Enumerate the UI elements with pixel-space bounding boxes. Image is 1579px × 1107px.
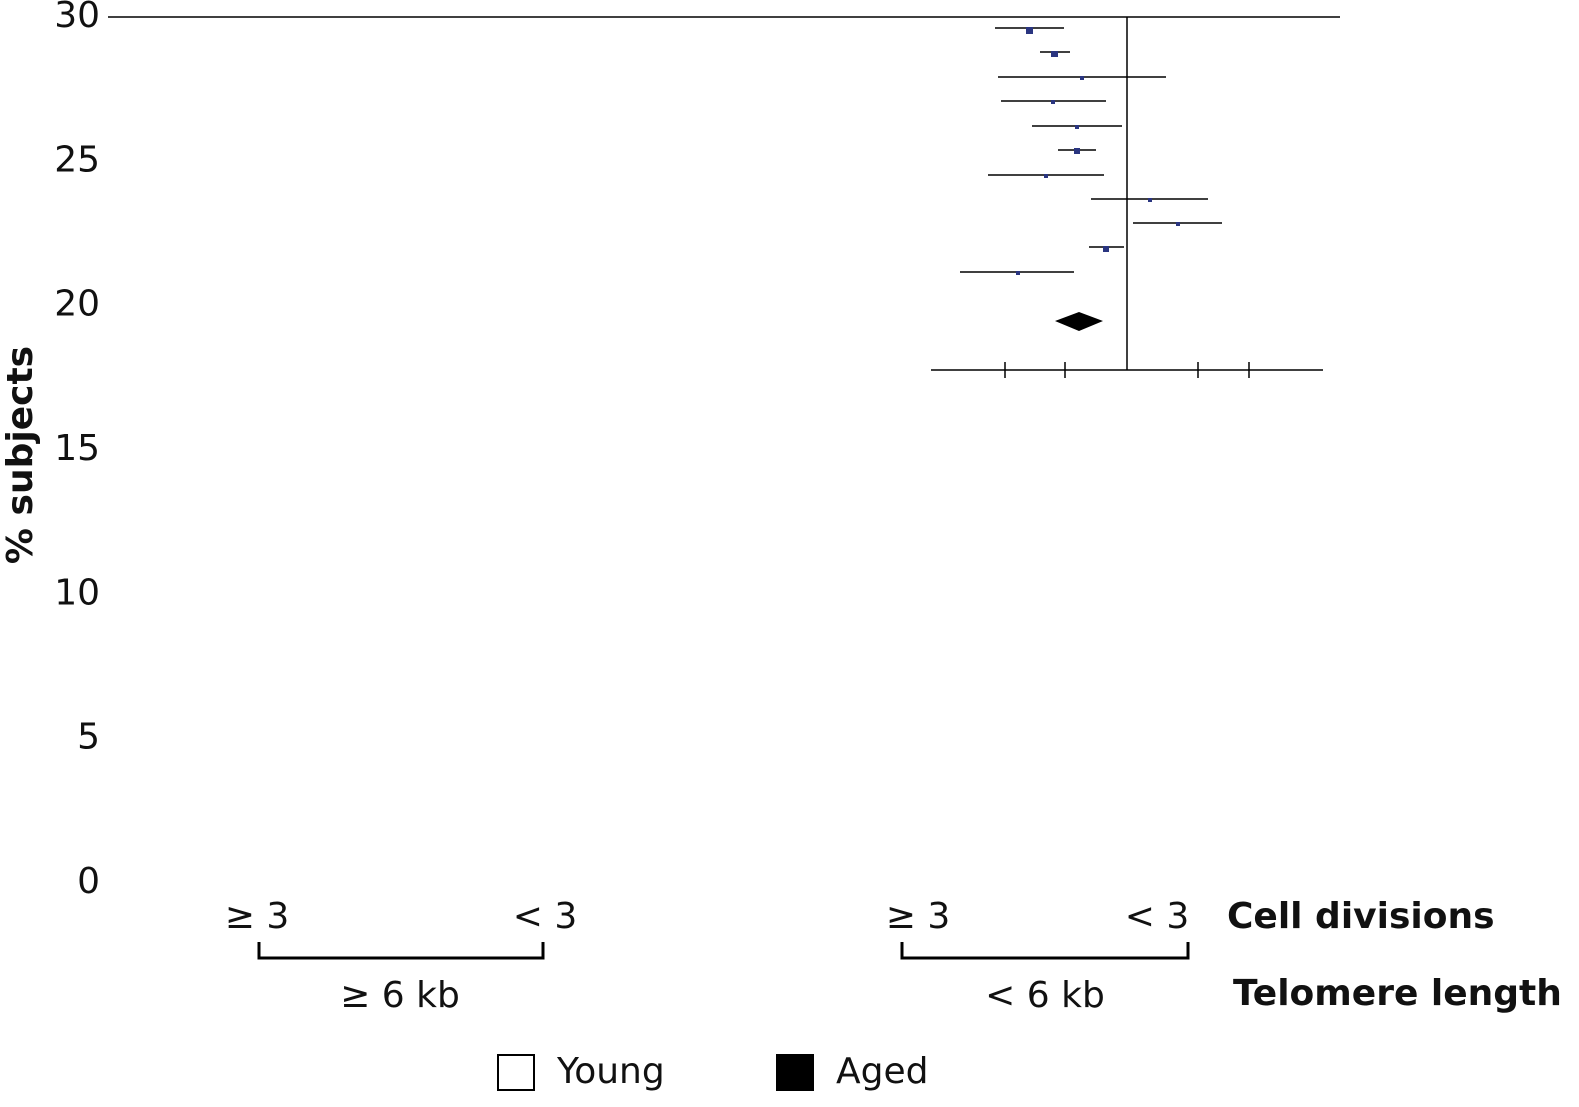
- group-bracket: [257, 942, 545, 960]
- forest-point: [1051, 100, 1055, 104]
- forest-summary-diamond: [1055, 312, 1103, 331]
- forest-point: [1016, 271, 1020, 275]
- y-tick-label: 25: [54, 139, 100, 180]
- forest-points: [1016, 27, 1180, 275]
- y-tick-label: 5: [77, 717, 100, 758]
- forest-point: [1176, 222, 1180, 226]
- forest-point: [1051, 51, 1058, 57]
- legend-label: Young: [556, 1051, 665, 1092]
- x-tick-label: < 3: [513, 896, 578, 937]
- legend-swatch: [497, 1054, 535, 1091]
- legend-swatch: [776, 1054, 814, 1091]
- group-bracket: [900, 942, 1190, 960]
- forest-point: [1148, 198, 1152, 202]
- x-tick-label: ≥ 3: [225, 896, 290, 937]
- group-label: < 6 kb: [985, 975, 1105, 1016]
- y-tick-label: 10: [54, 572, 100, 613]
- forest-point: [1080, 76, 1084, 80]
- forest-point: [1075, 125, 1079, 129]
- y-tick-label: 30: [54, 0, 100, 36]
- forest-plot: [931, 17, 1323, 378]
- group-axis-label: Telomere length: [1233, 973, 1562, 1014]
- y-tick-label: 15: [54, 428, 100, 469]
- forest-point: [1026, 27, 1033, 34]
- forest-point: [1044, 174, 1048, 178]
- x-tick-label: < 3: [1125, 896, 1190, 937]
- forest-point: [1103, 246, 1109, 252]
- forest-point: [1074, 148, 1080, 154]
- y-tick-label: 0: [77, 861, 100, 902]
- category-axis-label: Cell divisions: [1227, 896, 1495, 937]
- y-axis-label: % subjects: [0, 346, 41, 564]
- group-label: ≥ 6 kb: [340, 975, 460, 1016]
- y-tick-label: 20: [54, 284, 100, 325]
- x-tick-label: ≥ 3: [886, 896, 951, 937]
- legend-label: Aged: [836, 1051, 928, 1092]
